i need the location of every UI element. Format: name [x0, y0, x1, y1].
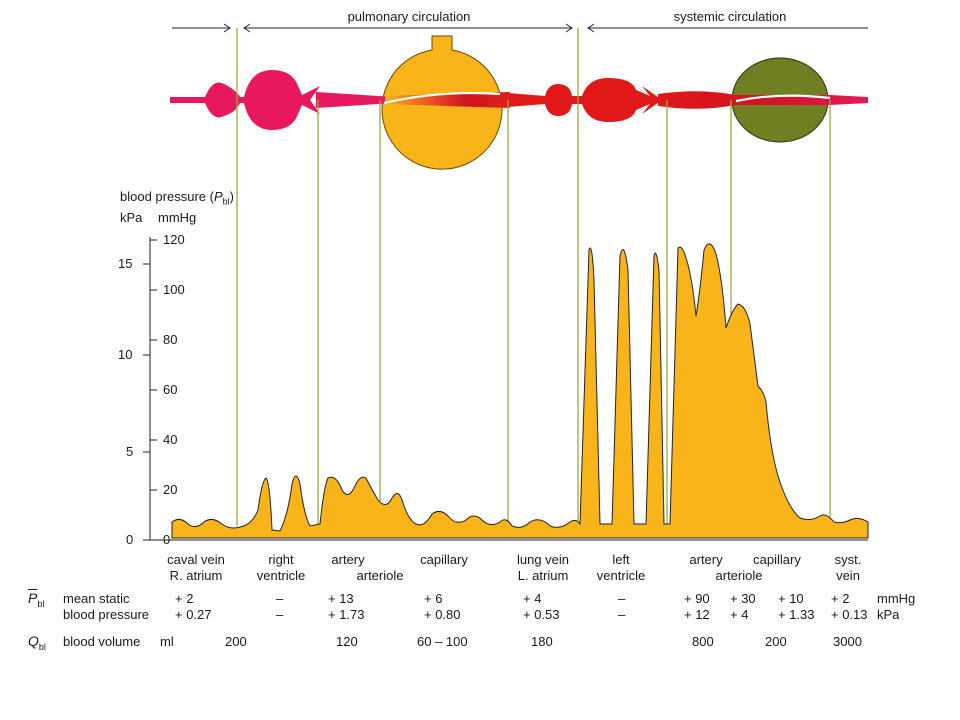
pressure-mmhg-cell: + 4 [523, 591, 542, 606]
pulmonary-vein-vessel [508, 78, 662, 122]
axis-title-subscript: bl [222, 196, 230, 207]
pressure-mmhg-cell: + 6 [424, 591, 443, 606]
pressure-mmhg-cell: + 10 [778, 591, 804, 606]
segment-label: ventricle [256, 568, 306, 583]
systemic-arrowhead-left [587, 23, 595, 33]
pressure-label-line1: mean static [63, 591, 130, 606]
pressure-mmhg-cell: – [276, 591, 284, 606]
segment-label: R. atrium [169, 568, 223, 583]
segment-label: capillary [420, 552, 468, 567]
pressure-mmhg-cell: + 2 [175, 591, 194, 606]
pulmonary-arrowhead-left [243, 23, 251, 33]
segment-label: vein [836, 568, 860, 583]
pressure-symbol-subscript: bl [37, 598, 45, 609]
kpa-tick-label: 15 [118, 256, 133, 271]
axis-unit-kpa: kPa [120, 210, 143, 225]
pulmonary-circulation-label: pulmonary circulation [347, 9, 471, 24]
mmhg-tick-label: 120 [163, 232, 185, 247]
pressure-kpa-cell: + 0.53 [523, 607, 560, 622]
kpa-tick-label: 0 [126, 532, 134, 547]
volume-cell: 3000 [833, 634, 862, 649]
mmhg-tick-label: 80 [163, 332, 178, 347]
segment-label: syst. [834, 552, 862, 567]
pressure-symbol: Pbl [28, 591, 44, 611]
segment-label: artery [331, 552, 365, 567]
pressure-kpa-cell: – [618, 607, 626, 622]
volume-cell: 60 – 100 [417, 634, 468, 649]
pressure-kpa-cell: + 1.73 [328, 607, 365, 622]
segment-label: caval vein [167, 552, 225, 567]
mmhg-tick-label: 100 [163, 282, 185, 297]
pressure-symbol-letter: P [28, 590, 38, 606]
mmhg-tick-label: 40 [163, 432, 178, 447]
volume-cell: 200 [765, 634, 787, 649]
volume-symbol-letter: Q [28, 633, 39, 649]
volume-cell: 800 [692, 634, 714, 649]
pressure-kpa-cell: + 1.33 [778, 607, 815, 622]
pressure-mmhg-cell: + 2 [831, 591, 850, 606]
segment-label: artery [689, 552, 723, 567]
pressure-waveform [171, 243, 869, 539]
segment-label: arteriole [356, 568, 404, 583]
segment-label: lung vein [516, 552, 570, 567]
systemic-circulation-label: systemic circulation [673, 9, 787, 24]
segment-label: ventricle [596, 568, 646, 583]
pressure-kpa-cell: + 4 [730, 607, 749, 622]
kpa-tick-label: 5 [126, 444, 134, 459]
axis-title-text: blood pressure ( [120, 189, 214, 204]
mmhg-ticks [150, 239, 157, 541]
mmhg-tick-label: 0 [163, 532, 171, 547]
pulmonary-arrowhead-right [565, 23, 573, 33]
pressure-axis [143, 237, 868, 541]
volume-symbol: Qbl [28, 634, 46, 654]
pressure-unit-kpa: kPa [877, 607, 900, 622]
segment-dividers [236, 28, 831, 526]
inflow-arrowhead [223, 23, 231, 33]
pressure-mmhg-cell: + 30 [730, 591, 756, 606]
axis-title: blood pressure (Pbl) [120, 190, 234, 209]
pressure-kpa-cell: + 12 [684, 607, 710, 622]
pressure-kpa-cell: + 0.27 [175, 607, 212, 622]
pressure-kpa-cell: + 0.13 [831, 607, 868, 622]
pressure-label-line2: blood pressure [63, 607, 149, 622]
volume-symbol-subscript: bl [38, 641, 46, 652]
mmhg-tick-label: 20 [163, 482, 178, 497]
volume-label: blood volume [63, 634, 141, 649]
volume-unit: ml [160, 634, 174, 649]
segment-label: capillary [753, 552, 801, 567]
mmhg-tick-label: 60 [163, 382, 178, 397]
segment-label: right [268, 552, 294, 567]
volume-cell: 120 [336, 634, 358, 649]
segment-label: arteriole [715, 568, 763, 583]
segment-label: left [612, 552, 630, 567]
axis-title-symbol: P [213, 189, 223, 204]
header-arrows [172, 23, 868, 33]
vessel-strip [170, 35, 868, 170]
pulmonary-artery-vessel [316, 92, 394, 108]
volume-cell: 200 [225, 634, 247, 649]
flow-centerline [383, 91, 831, 105]
pressure-unit-mmhg: mmHg [877, 591, 916, 606]
pressure-kpa-cell: – [276, 607, 284, 622]
pressure-mmhg-cell: + 13 [328, 591, 354, 606]
segment-label: L. atrium [517, 568, 569, 583]
axis-title-close: ) [229, 189, 234, 204]
kpa-ticks [143, 263, 150, 541]
volume-cell: 180 [531, 634, 553, 649]
venous-vessel [170, 70, 320, 130]
axis-unit-mmhg: mmHg [158, 210, 197, 225]
pressure-kpa-cell: + 0.80 [424, 607, 461, 622]
pressure-mmhg-cell: + 90 [684, 591, 710, 606]
pressure-mmhg-cell: – [618, 591, 626, 606]
kpa-tick-label: 10 [118, 347, 133, 362]
